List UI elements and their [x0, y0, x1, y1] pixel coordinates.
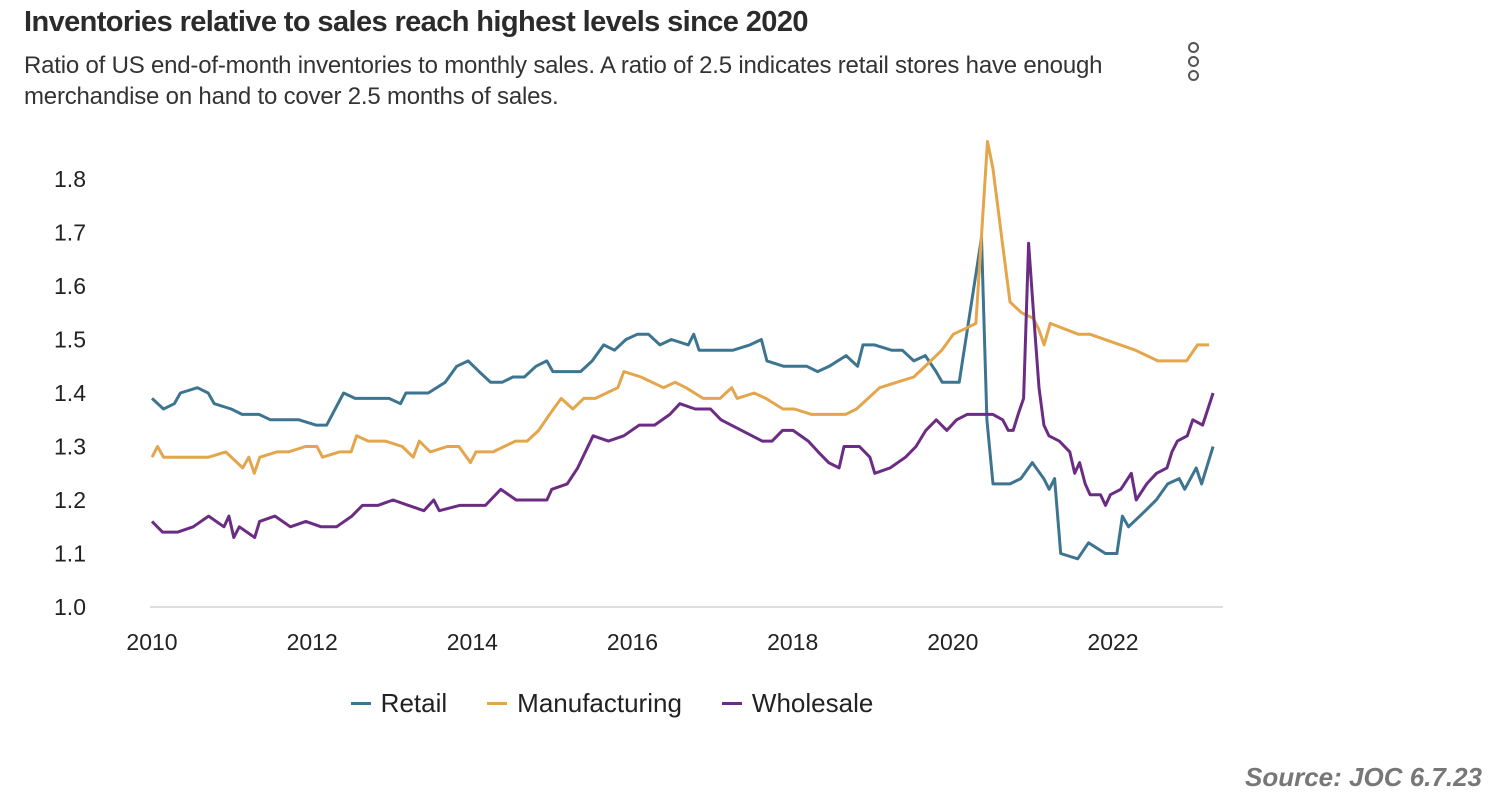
- legend-swatch-manufacturing: [487, 702, 508, 705]
- legend-label-retail: Retail: [380, 688, 448, 718]
- menu-dot: [1187, 42, 1199, 53]
- series-line-wholesale: [150, 241, 1215, 539]
- y-tick-label: 1.1: [54, 541, 86, 567]
- y-tick-label: 1.0: [54, 594, 86, 620]
- x-tick-label: 2012: [287, 629, 338, 655]
- x-tick-label: 2018: [767, 629, 818, 655]
- y-tick-label: 1.4: [54, 380, 86, 406]
- y-tick-label: 1.7: [54, 220, 86, 246]
- x-axis: 2010 2012 2014 2016 2018 2020 2022: [126, 629, 1138, 655]
- vertical-ellipsis-icon[interactable]: [1180, 40, 1206, 84]
- x-tick-label: 2022: [1087, 629, 1138, 655]
- legend: Retail Manufacturing Wholesale: [0, 688, 1224, 719]
- legend-item-retail[interactable]: Retail: [350, 688, 448, 719]
- legend-item-manufacturing[interactable]: Manufacturing: [487, 688, 682, 719]
- series-layer: [150, 140, 1215, 561]
- line-chart: 1.0 1.1 1.2 1.3 1.4 1.5 1.6 1.7 1.8 2010 2012 2014…: [54, 140, 1223, 655]
- series-line-retail: [150, 236, 1215, 561]
- x-tick-label: 2014: [447, 629, 498, 655]
- y-tick-label: 1.8: [54, 166, 86, 192]
- source-note: Source: JOC 6.7.23: [1245, 762, 1482, 792]
- chart-title: Inventories relative to sales reach high…: [24, 6, 808, 38]
- legend-label-wholesale: Wholesale: [751, 688, 874, 718]
- y-tick-label: 1.3: [54, 434, 86, 460]
- chart-subtitle: Ratio of US end-of-month inventories to …: [24, 52, 1103, 110]
- menu-dot: [1187, 56, 1199, 67]
- y-axis: 1.0 1.1 1.2 1.3 1.4 1.5 1.6 1.7 1.8: [54, 166, 86, 620]
- y-tick-label: 1.2: [54, 487, 86, 513]
- y-tick-label: 1.6: [54, 273, 86, 299]
- legend-item-wholesale[interactable]: Wholesale: [721, 688, 874, 719]
- x-tick-label: 2020: [927, 629, 978, 655]
- legend-swatch-wholesale: [721, 702, 742, 705]
- series-line-manufacturing: [150, 140, 1210, 475]
- legend-label-manufacturing: Manufacturing: [517, 688, 682, 718]
- x-tick-label: 2010: [126, 629, 177, 655]
- legend-swatch-retail: [350, 702, 371, 705]
- y-tick-label: 1.5: [54, 327, 86, 353]
- x-tick-label: 2016: [607, 629, 658, 655]
- menu-dot: [1187, 70, 1199, 81]
